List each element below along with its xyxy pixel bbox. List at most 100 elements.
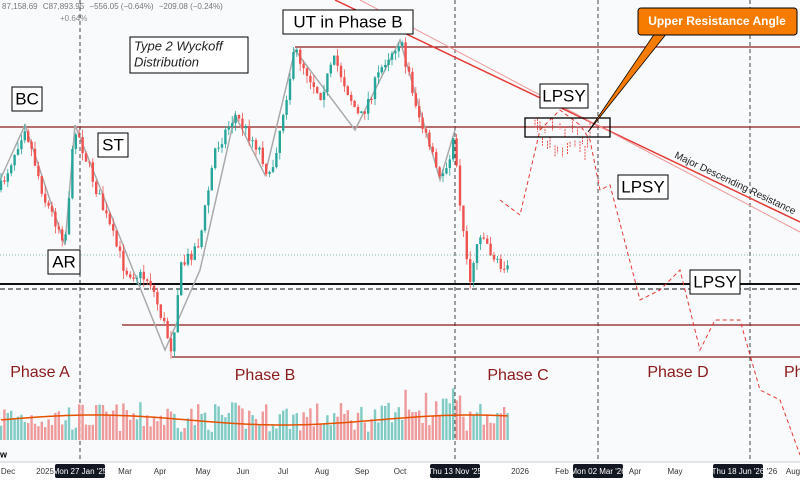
candle-body bbox=[210, 167, 213, 191]
x-tick-label: Sep bbox=[355, 467, 370, 476]
candle-body bbox=[203, 205, 207, 231]
candle-body bbox=[108, 213, 111, 225]
ar-label: AR bbox=[52, 252, 76, 271]
session-lines bbox=[79, 0, 751, 462]
label-box bbox=[47, 249, 81, 275]
candle-body bbox=[482, 237, 485, 239]
volume-bar bbox=[180, 431, 183, 440]
volume-bar bbox=[329, 425, 332, 440]
candle-body bbox=[227, 126, 230, 130]
candle-body bbox=[271, 167, 275, 172]
label-box bbox=[689, 269, 741, 295]
candle-body bbox=[319, 93, 322, 100]
volume-bar bbox=[64, 420, 67, 440]
candle-body bbox=[496, 258, 499, 260]
volume-bar bbox=[27, 423, 30, 440]
candle-body bbox=[394, 51, 397, 54]
candle-body bbox=[23, 131, 26, 141]
candle-body bbox=[241, 118, 244, 129]
candle-body bbox=[71, 148, 74, 199]
volume-bar bbox=[499, 413, 502, 440]
label-box bbox=[539, 83, 589, 109]
volume-bar bbox=[258, 425, 261, 440]
candle-body bbox=[40, 176, 43, 194]
x-axis-badge bbox=[573, 464, 623, 478]
wyckoff-path bbox=[0, 37, 456, 352]
label-box bbox=[617, 174, 669, 200]
volume-bar bbox=[74, 427, 77, 440]
volume-bar bbox=[149, 426, 152, 440]
candle-body bbox=[180, 262, 183, 296]
candle-body bbox=[125, 270, 128, 275]
candle-body bbox=[258, 147, 261, 150]
volume-bar bbox=[363, 422, 366, 440]
volume-bar bbox=[414, 412, 417, 440]
volume-bar bbox=[139, 402, 142, 440]
x-axis-badge bbox=[430, 464, 480, 478]
header: 87,158.69 C87,893.95 −556.05 (−0.64%) −2… bbox=[2, 2, 223, 11]
candle-body bbox=[275, 152, 278, 168]
volume-bar bbox=[353, 429, 356, 440]
candle-body bbox=[363, 111, 366, 114]
candle-body bbox=[95, 181, 98, 194]
candle-body bbox=[445, 168, 448, 174]
volume-bar bbox=[30, 415, 33, 440]
x-tick-label: Mon 27 Jan '25 bbox=[53, 467, 108, 476]
candle-body bbox=[499, 258, 502, 269]
volume-bar bbox=[339, 403, 343, 440]
candle-body bbox=[112, 224, 115, 231]
volume-bar bbox=[0, 425, 3, 440]
candle-body bbox=[10, 165, 13, 174]
x-tick-label: Jul bbox=[278, 467, 288, 476]
volume-bar bbox=[404, 389, 407, 440]
candle-body bbox=[418, 106, 421, 118]
candle-body bbox=[16, 149, 20, 155]
label-box bbox=[282, 9, 414, 35]
volume-bar bbox=[227, 413, 230, 440]
volume-bar bbox=[20, 414, 23, 440]
volume-bar bbox=[81, 404, 84, 440]
candle-body bbox=[299, 49, 302, 64]
candle-body bbox=[251, 140, 254, 142]
candle-body bbox=[370, 98, 373, 100]
volume-bar bbox=[118, 430, 122, 440]
candle-body bbox=[193, 246, 196, 260]
candle-body bbox=[285, 100, 288, 115]
candle-body bbox=[489, 243, 492, 256]
volume-bar bbox=[343, 413, 346, 440]
x-tick-label: Apr bbox=[629, 467, 642, 476]
volume-bar bbox=[394, 412, 397, 440]
candle-body bbox=[190, 253, 193, 260]
volume-bar bbox=[67, 407, 71, 440]
volume-bar bbox=[47, 419, 50, 440]
candle-body bbox=[261, 147, 264, 164]
x-tick-label: Aug bbox=[786, 467, 800, 476]
candle-body bbox=[278, 130, 281, 153]
candle-body bbox=[336, 55, 339, 66]
candle-body bbox=[360, 111, 363, 114]
volume-bar bbox=[10, 410, 13, 440]
candle-body bbox=[424, 128, 428, 133]
volume bbox=[0, 388, 509, 440]
volume-bar bbox=[200, 413, 203, 440]
volume-bar bbox=[503, 407, 506, 440]
volume-bar bbox=[6, 412, 9, 440]
candle-body bbox=[78, 134, 81, 137]
x-tick-label: 2025 bbox=[36, 467, 54, 476]
candle-body bbox=[142, 271, 145, 280]
candle-body bbox=[156, 291, 159, 305]
volume-bar bbox=[469, 411, 472, 440]
candle-body bbox=[33, 148, 37, 166]
candle-body bbox=[20, 140, 23, 150]
candle-body bbox=[486, 238, 489, 244]
volume-bar bbox=[54, 412, 57, 440]
volume-bar bbox=[122, 403, 125, 440]
volume-bar bbox=[380, 405, 383, 440]
label-box bbox=[97, 132, 129, 158]
candle-body bbox=[503, 268, 506, 270]
volume-bar bbox=[220, 414, 224, 440]
candle-body bbox=[254, 140, 258, 150]
candle-body bbox=[248, 126, 251, 141]
